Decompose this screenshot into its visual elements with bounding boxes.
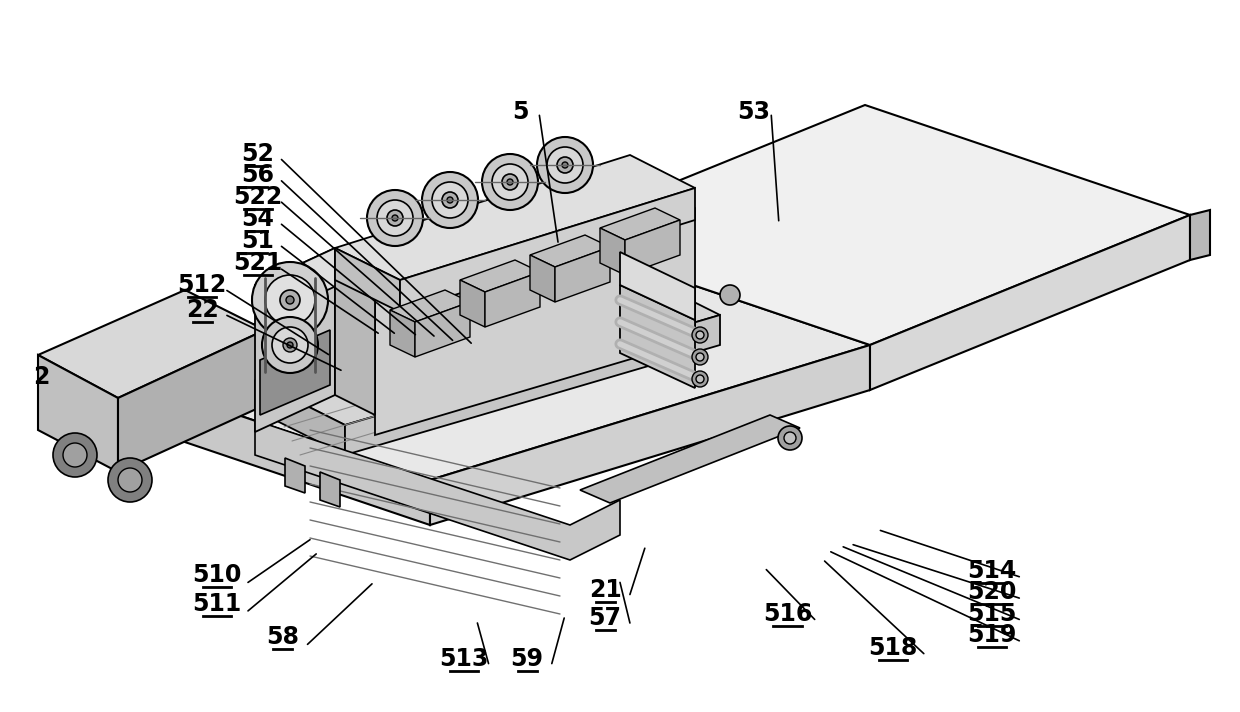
Polygon shape	[870, 215, 1190, 390]
Polygon shape	[38, 355, 118, 472]
Text: 2: 2	[32, 365, 50, 389]
Polygon shape	[401, 188, 694, 312]
Polygon shape	[600, 228, 625, 275]
Text: 511: 511	[192, 592, 242, 616]
Text: 515: 515	[967, 602, 1017, 626]
Text: 512: 512	[177, 273, 227, 297]
Circle shape	[692, 349, 708, 365]
Polygon shape	[556, 247, 610, 302]
Circle shape	[502, 174, 518, 190]
Polygon shape	[255, 248, 374, 305]
Polygon shape	[600, 208, 680, 240]
Text: 57: 57	[589, 606, 621, 630]
Circle shape	[63, 443, 87, 467]
Text: 522: 522	[233, 184, 283, 209]
Polygon shape	[38, 290, 265, 398]
Polygon shape	[529, 235, 610, 267]
Circle shape	[367, 190, 423, 246]
Circle shape	[696, 331, 704, 339]
Polygon shape	[345, 315, 720, 455]
Text: 518: 518	[868, 636, 918, 660]
Circle shape	[280, 290, 300, 310]
Circle shape	[692, 371, 708, 387]
Circle shape	[562, 162, 568, 168]
Polygon shape	[529, 255, 556, 302]
Text: 510: 510	[192, 563, 242, 587]
Circle shape	[265, 275, 315, 325]
Text: 5: 5	[512, 100, 529, 125]
Circle shape	[392, 215, 398, 221]
Polygon shape	[335, 248, 401, 312]
Circle shape	[53, 433, 97, 477]
Polygon shape	[255, 270, 720, 425]
Polygon shape	[335, 155, 694, 280]
Polygon shape	[415, 302, 470, 357]
Circle shape	[557, 157, 573, 173]
Text: 51: 51	[242, 229, 274, 253]
Text: 513: 513	[439, 646, 489, 671]
Circle shape	[441, 192, 458, 208]
Circle shape	[547, 147, 583, 183]
Polygon shape	[255, 380, 345, 455]
Text: 53: 53	[738, 100, 770, 125]
Circle shape	[537, 137, 593, 193]
Text: 521: 521	[233, 251, 283, 276]
Text: 56: 56	[242, 163, 274, 187]
Circle shape	[777, 426, 802, 450]
Polygon shape	[580, 415, 800, 503]
Text: 59: 59	[511, 646, 543, 671]
Circle shape	[286, 296, 294, 304]
Circle shape	[492, 164, 528, 200]
Circle shape	[286, 342, 293, 348]
Polygon shape	[1190, 210, 1210, 260]
Polygon shape	[105, 235, 870, 480]
Circle shape	[118, 468, 143, 492]
Circle shape	[422, 172, 477, 228]
Text: 520: 520	[967, 580, 1017, 604]
Polygon shape	[285, 458, 305, 493]
Polygon shape	[118, 330, 265, 472]
Polygon shape	[620, 285, 694, 388]
Circle shape	[692, 327, 708, 343]
Text: 22: 22	[186, 298, 218, 322]
Circle shape	[283, 338, 298, 352]
Polygon shape	[625, 220, 680, 275]
Polygon shape	[320, 472, 340, 507]
Polygon shape	[391, 290, 470, 322]
Polygon shape	[546, 105, 1190, 345]
Polygon shape	[485, 272, 539, 327]
Circle shape	[377, 200, 413, 236]
Text: 516: 516	[763, 602, 812, 626]
Circle shape	[482, 154, 538, 210]
Circle shape	[272, 327, 308, 363]
Circle shape	[387, 210, 403, 226]
Text: 21: 21	[589, 577, 621, 602]
Polygon shape	[255, 420, 620, 560]
Polygon shape	[460, 280, 485, 327]
Circle shape	[252, 262, 329, 338]
Circle shape	[720, 285, 740, 305]
Polygon shape	[620, 252, 694, 320]
Polygon shape	[460, 260, 539, 292]
Text: 52: 52	[242, 142, 274, 166]
Polygon shape	[391, 310, 415, 357]
Circle shape	[696, 375, 704, 383]
Circle shape	[784, 432, 796, 444]
Polygon shape	[335, 248, 374, 415]
Polygon shape	[255, 248, 335, 432]
Circle shape	[696, 353, 704, 361]
Polygon shape	[105, 370, 430, 525]
Circle shape	[262, 317, 317, 373]
Text: 519: 519	[967, 623, 1017, 647]
Polygon shape	[430, 345, 870, 525]
Text: 58: 58	[267, 625, 299, 649]
Circle shape	[432, 182, 467, 218]
Text: 54: 54	[242, 207, 274, 231]
Polygon shape	[260, 330, 330, 415]
Circle shape	[507, 179, 513, 185]
Text: 514: 514	[967, 559, 1017, 583]
Polygon shape	[374, 175, 694, 435]
Circle shape	[108, 458, 153, 502]
Circle shape	[446, 197, 453, 203]
